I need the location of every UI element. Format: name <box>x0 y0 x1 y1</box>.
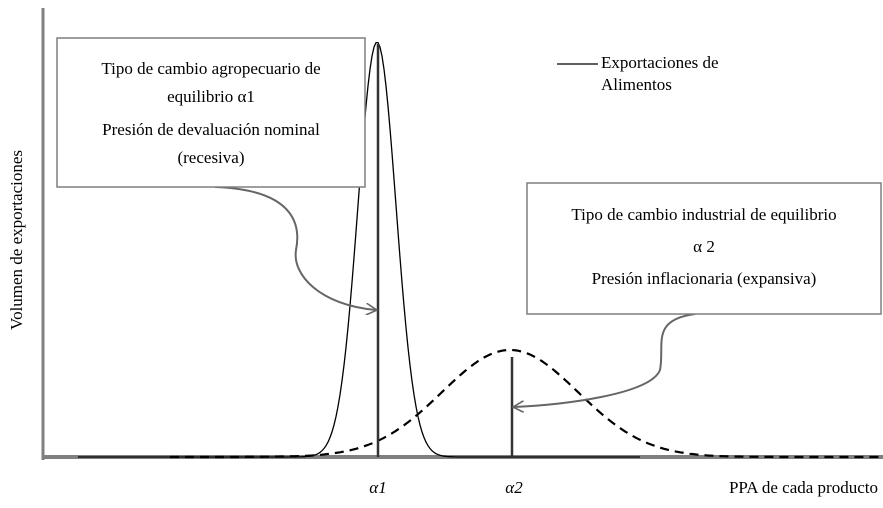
callout-text: Tipo de cambio industrial de equilibrio <box>571 205 836 224</box>
callout-text: Tipo de cambio agropecuario de <box>101 59 320 78</box>
industrial-curve <box>170 348 882 459</box>
x-axis-label: PPA de cada producto <box>729 478 878 497</box>
callout-arrow <box>514 313 696 407</box>
callout-text: α 2 <box>693 237 715 256</box>
callout-text: equilibrio α1 <box>167 87 255 106</box>
legend-text: Exportaciones de <box>601 53 719 72</box>
callout-box <box>526 182 882 315</box>
x-mark-label: α1 <box>369 478 386 497</box>
callout-text: Presión inflacionaria (expansiva) <box>592 269 817 288</box>
callout-arrow <box>214 186 376 310</box>
legend-text: Alimentos <box>601 75 672 94</box>
y-axis-label: Volumen de exportaciones <box>7 150 26 330</box>
callout-box <box>56 37 366 188</box>
callout-text: (recesiva) <box>177 148 244 167</box>
x-mark-label: α2 <box>505 478 523 497</box>
callout-text: Presión de devaluación nominal <box>102 120 320 139</box>
